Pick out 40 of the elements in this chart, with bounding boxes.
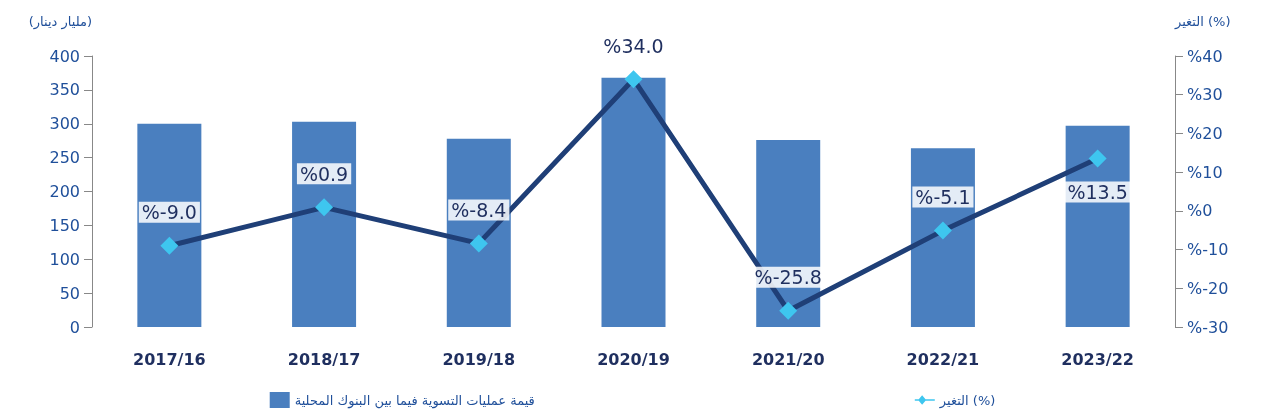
bar xyxy=(292,121,357,327)
y-tick-label: 0 xyxy=(69,317,80,337)
y2-tick-label: %-20 xyxy=(1187,278,1229,298)
bar xyxy=(446,138,511,327)
legend-label: قيمة عمليات التسوية فيما بين البنوك المحلية xyxy=(294,392,535,409)
bar xyxy=(1065,125,1130,327)
y-tick-label: 150 xyxy=(49,215,80,235)
data-label: %-5.1 xyxy=(915,186,971,209)
bar xyxy=(137,123,202,327)
y2-axis-title: التغير (%) xyxy=(1174,14,1231,30)
x-tick-label: 2017/16 xyxy=(133,349,206,369)
x-tick-label: 2020/19 xyxy=(597,349,670,369)
data-label: %-8.4 xyxy=(451,198,507,221)
y2-tick-label: %0 xyxy=(1187,201,1213,221)
y2-tick-label: %20 xyxy=(1187,123,1223,143)
y-tick-label: 100 xyxy=(49,249,80,269)
y-tick-label: 200 xyxy=(49,182,80,201)
data-label: %0.9 xyxy=(299,162,349,185)
y2-tick-label: %10 xyxy=(1187,162,1223,182)
x-tick-label: 2018/17 xyxy=(287,349,361,369)
x-tick-label: 2022/21 xyxy=(906,349,980,369)
y2-tick-label: %40 xyxy=(1187,46,1223,66)
y-tick-label: 50 xyxy=(59,283,80,303)
y-tick-label: 400 xyxy=(49,46,80,66)
data-label: %13.5 xyxy=(1067,181,1128,204)
y2-tick-label: %-10 xyxy=(1187,240,1229,260)
x-tick-label: 2023/22 xyxy=(1061,349,1134,369)
x-tick-label: 2019/18 xyxy=(442,349,516,369)
y-tick-label: 350 xyxy=(49,80,80,100)
bar xyxy=(601,77,666,327)
data-label: %-9.0 xyxy=(141,201,197,224)
data-label: %-25.8 xyxy=(754,266,822,289)
y-tick-label: 300 xyxy=(49,114,80,134)
legend-label: التغير (%) xyxy=(938,392,996,409)
y-tick-label: 250 xyxy=(49,148,80,168)
x-tick-label: 2021/20 xyxy=(751,349,825,369)
y2-tick-label: %-30 xyxy=(1187,317,1229,337)
y-axis-title: (مليار دينار) xyxy=(28,14,92,30)
data-label: %34.0 xyxy=(603,34,664,57)
y2-tick-label: %30 xyxy=(1187,85,1223,105)
